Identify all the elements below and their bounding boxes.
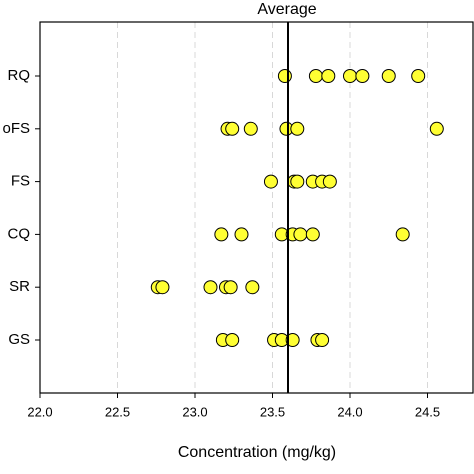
data-point [243, 121, 258, 136]
data-point [293, 227, 308, 242]
x-tick-label: 23.5 [260, 404, 285, 419]
data-point [234, 227, 249, 242]
data-point [381, 69, 396, 83]
plot-frame [39, 21, 474, 394]
x-tick-label: 22.0 [27, 404, 52, 419]
data-point [225, 333, 240, 347]
y-tick-label: oFS [2, 120, 30, 137]
data-point [290, 121, 305, 136]
data-point [290, 174, 305, 189]
x-tick-label: 23.0 [182, 404, 207, 419]
data-point [322, 174, 337, 189]
y-tick-label: GS [8, 331, 30, 348]
data-point [305, 227, 320, 242]
data-point [277, 69, 292, 83]
data-point [155, 280, 170, 295]
average-label: Average [257, 1, 316, 18]
data-point [321, 69, 336, 83]
x-tick-label: 24.5 [415, 404, 440, 419]
x-axis-label: Concentration (mg/kg) [178, 444, 336, 461]
data-point [263, 174, 278, 189]
data-point [245, 280, 260, 295]
data-point [203, 280, 218, 295]
data-point [285, 333, 300, 347]
y-tick-label: SR [9, 278, 30, 295]
y-tick-label: FS [11, 173, 30, 190]
data-point [411, 69, 426, 83]
data-point [308, 69, 323, 83]
y-tick-label: RQ [8, 67, 31, 84]
data-point [355, 69, 370, 83]
y-tick-label: CQ [8, 225, 31, 242]
x-tick-label: 24.0 [337, 404, 362, 419]
data-point [225, 121, 240, 136]
data-point [214, 227, 229, 242]
x-tick-label: 22.5 [105, 404, 130, 419]
data-point [395, 227, 410, 242]
data-point [315, 333, 330, 347]
data-point [343, 69, 357, 83]
data-point [429, 121, 444, 136]
data-point [223, 280, 238, 295]
